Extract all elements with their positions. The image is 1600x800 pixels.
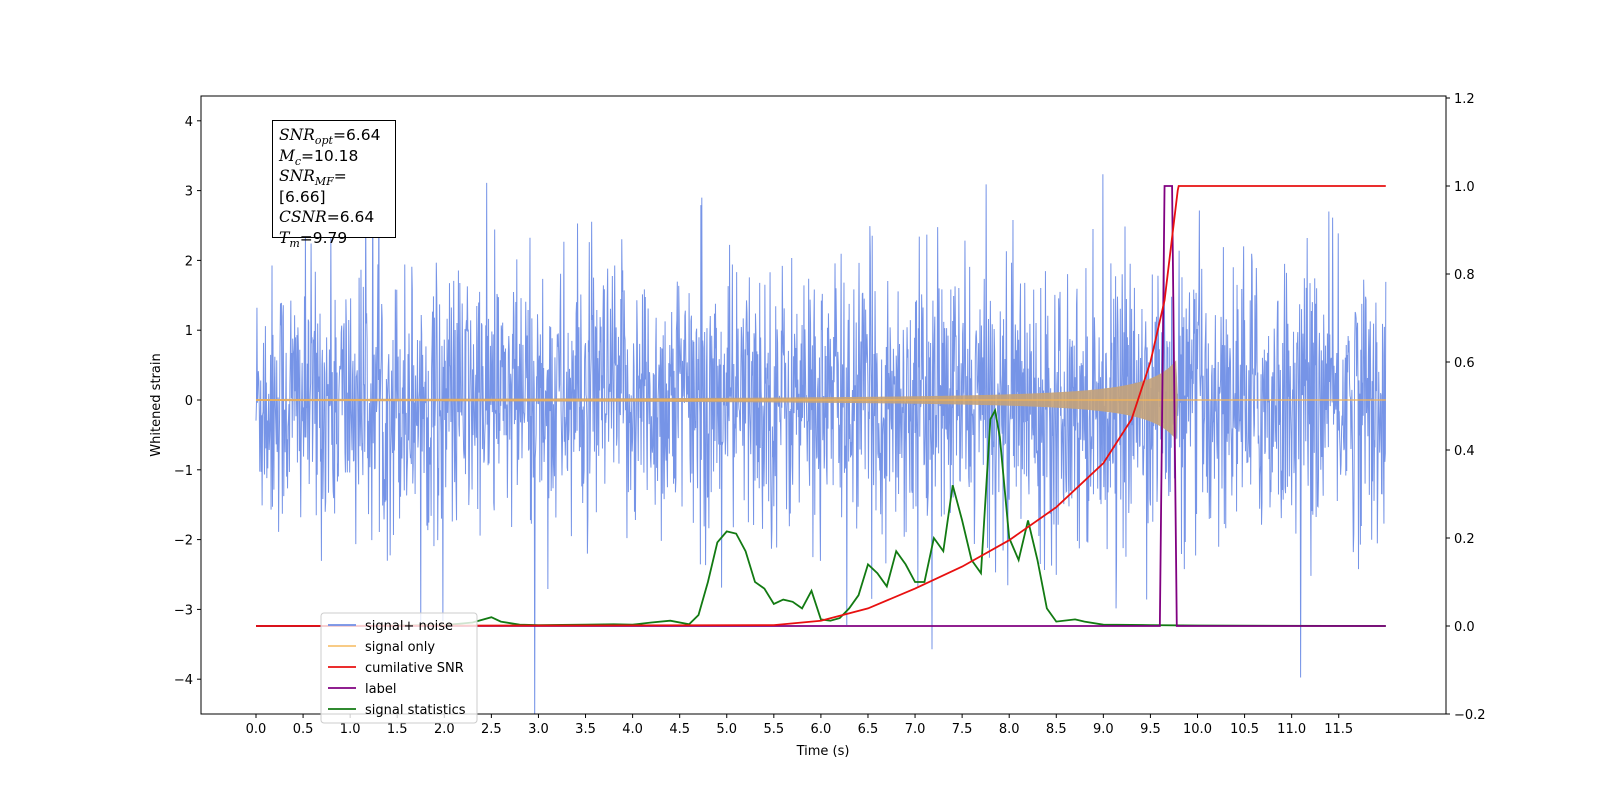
- x-tick-label: 1.0: [340, 722, 361, 737]
- plot-frame: [200, 95, 1447, 715]
- y2-tick-label: 0.2: [1454, 532, 1475, 547]
- y-axis-left: −4 −3 −2 −1 0 1 2 3 4: [174, 115, 201, 688]
- stat-snr-opt: SNRopt=6.64: [279, 126, 381, 148]
- legend: signal+ noise signal only cumilative SNR la…: [320, 612, 478, 724]
- y2-tick-label: 0.8: [1454, 268, 1475, 283]
- x-tick-label: 0.5: [293, 722, 314, 737]
- signal-plus-noise-line: [255, 147, 1387, 714]
- y2-tick-label: 0.0: [1454, 620, 1475, 635]
- x-tick-label: 10.0: [1183, 722, 1212, 737]
- x-tick-label: 5.5: [763, 722, 784, 737]
- stat-snr-mf: SNRMF=[6.66]: [279, 167, 347, 206]
- series-signal-only: [256, 360, 1386, 440]
- x-tick-label: 11.5: [1324, 722, 1353, 737]
- y2-tick-label: 0.4: [1454, 444, 1475, 459]
- x-axis-label: Time (s): [796, 744, 850, 759]
- x-axis: 0.0 0.5 1.0 1.5 2.0 2.5 3.0 3.5 4.0 4.5 5.0 5.5 6.0 6…: [246, 714, 1353, 737]
- x-tick-label: 8.0: [999, 722, 1020, 737]
- stat-tm: Tm=9.79: [279, 228, 348, 250]
- stat-mc: Mc=10.18: [279, 146, 359, 168]
- x-tick-label: 6.0: [811, 722, 832, 737]
- x-tick-label: 2.0: [434, 722, 455, 737]
- x-tick-label: 7.5: [952, 722, 973, 737]
- right-axis-series: [255, 185, 1386, 627]
- x-tick-label: 9.5: [1140, 722, 1161, 737]
- legend-entry: signal only: [365, 640, 435, 655]
- legend-entry: signal statistics: [365, 703, 466, 718]
- y2-tick-label: 0.6: [1454, 356, 1475, 371]
- series-signal-plus-noise: [255, 147, 1387, 714]
- x-tick-label: 6.5: [858, 722, 879, 737]
- x-tick-label: 2.5: [481, 722, 502, 737]
- x-tick-label: 8.5: [1046, 722, 1067, 737]
- legend-entry: label: [365, 682, 396, 697]
- x-tick-label: 3.0: [528, 722, 549, 737]
- x-tick-label: 1.5: [387, 722, 408, 737]
- y-tick-label: −4: [174, 673, 193, 688]
- label-line: [256, 185, 1386, 627]
- stat-csnr: CSNR=6.64: [279, 208, 375, 226]
- y-tick-label: −2: [174, 534, 193, 549]
- x-tick-label: 0.0: [246, 722, 267, 737]
- x-tick-label: 4.0: [622, 722, 643, 737]
- x-tick-label: 5.0: [716, 722, 737, 737]
- y-tick-label: 0: [185, 394, 193, 409]
- y2-tick-label: 1.0: [1454, 180, 1475, 195]
- y-tick-label: −1: [174, 464, 193, 479]
- x-tick-label: 7.0: [905, 722, 926, 737]
- legend-entry: signal+ noise: [365, 619, 453, 634]
- y-tick-label: 3: [185, 185, 193, 200]
- y-tick-label: 4: [185, 115, 193, 130]
- y2-tick-label: 1.2: [1454, 92, 1475, 107]
- x-tick-label: 11.0: [1277, 722, 1306, 737]
- y-axis-right: −0.2 0.0 0.2 0.4 0.6 0.8 1.0 1.2: [1446, 92, 1486, 723]
- y-tick-label: −3: [174, 603, 193, 618]
- y-tick-label: 2: [185, 254, 193, 269]
- x-tick-label: 10.5: [1230, 722, 1259, 737]
- y2-tick-label: −0.2: [1454, 708, 1486, 723]
- x-tick-label: 3.5: [575, 722, 596, 737]
- y-tick-label: 1: [185, 324, 193, 339]
- legend-entry: cumilative SNR: [365, 661, 464, 676]
- stats-annotation: SNRopt=6.64 Mc=10.18 SNRMF=[6.66] CSNR=6…: [272, 120, 396, 249]
- cumulative-snr-line: [255, 185, 1386, 627]
- y-axis-label: Whitened strain: [149, 353, 164, 456]
- x-tick-label: 4.5: [669, 722, 690, 737]
- legend-frame: [320, 612, 478, 724]
- x-tick-label: 9.0: [1093, 722, 1114, 737]
